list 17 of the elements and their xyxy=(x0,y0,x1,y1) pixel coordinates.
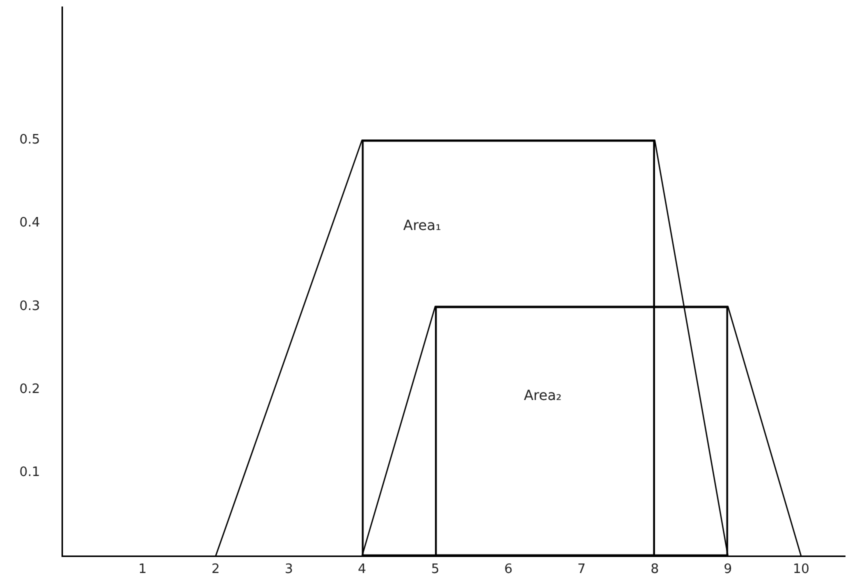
y-tick-label: 0.5 xyxy=(19,132,40,148)
y-tick-label: 0.2 xyxy=(19,382,40,398)
x-tick-label: 7 xyxy=(577,562,586,578)
x-tick-label: 2 xyxy=(212,562,220,578)
x-tick-label: 5 xyxy=(431,562,440,578)
x-tick-label: 3 xyxy=(284,562,293,578)
y-tick-label: 0.4 xyxy=(19,216,40,231)
x-tick-label: 4 xyxy=(358,562,366,578)
annotation: Area₂ xyxy=(524,388,562,404)
y-tick-label: 0.3 xyxy=(19,298,40,314)
x-tick-label: 1 xyxy=(138,562,147,578)
y-tick-label: 0.1 xyxy=(19,465,40,480)
x-tick-label: 9 xyxy=(724,562,732,578)
annotation: Area₁ xyxy=(403,218,442,234)
x-tick-label: 6 xyxy=(504,562,513,578)
x-tick-label: 10 xyxy=(792,562,810,578)
x-tick-label: 8 xyxy=(650,562,659,578)
